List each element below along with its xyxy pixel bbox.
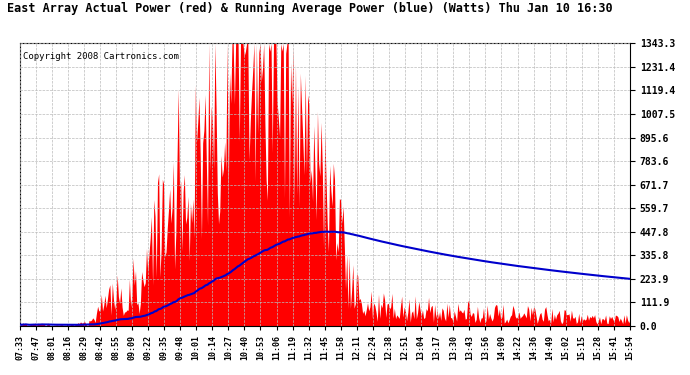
Text: East Array Actual Power (red) & Running Average Power (blue) (Watts) Thu Jan 10 : East Array Actual Power (red) & Running … [7,2,613,15]
Text: Copyright 2008 Cartronics.com: Copyright 2008 Cartronics.com [23,52,179,61]
